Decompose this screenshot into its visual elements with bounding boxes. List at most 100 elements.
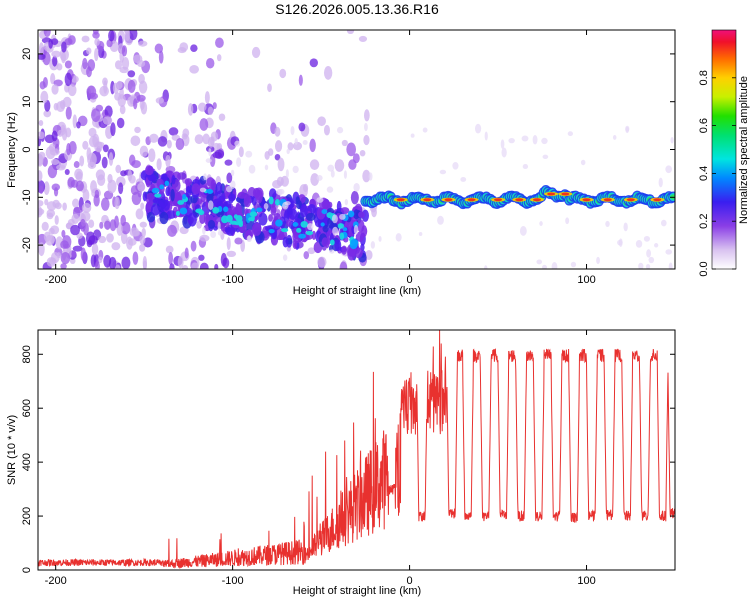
spectral-blob (60, 240, 69, 249)
spectral-blob (207, 189, 214, 194)
spectral-blob (287, 142, 294, 151)
spectral-blob (362, 169, 371, 183)
spectral-blob (340, 207, 350, 215)
spectral-blob (323, 124, 330, 136)
spectral-blob (245, 150, 253, 158)
spectral-blob (460, 177, 467, 182)
spectral-blob (60, 251, 71, 265)
spectral-blob (64, 72, 72, 87)
spectrogram-y-tick-label: 20 (21, 48, 33, 60)
spectral-blob (51, 50, 61, 58)
snr-x-ticks: -200 -100 0 100 (45, 330, 596, 587)
spectrogram-x-axis-label: Height of straight line (km) (293, 285, 421, 297)
spectral-blob (626, 198, 635, 202)
spectral-blob (292, 230, 302, 244)
spectral-blob (284, 201, 291, 206)
spectral-blob (452, 161, 459, 170)
spectral-blob (206, 177, 215, 187)
spectral-blob (199, 187, 207, 193)
spectral-blob (295, 196, 301, 205)
spectral-blob (73, 206, 84, 214)
spectral-blob (321, 209, 328, 215)
spectral-blob (94, 189, 100, 199)
spectral-blob (268, 214, 274, 222)
spectral-blob (67, 176, 75, 188)
spectral-blob (182, 194, 187, 200)
spectral-blob (170, 188, 175, 202)
spectral-blob (307, 247, 316, 255)
spectral-blob (51, 38, 59, 46)
spectral-blob (38, 131, 45, 140)
spectral-blob (230, 169, 235, 177)
spectral-blob (289, 200, 295, 209)
spectral-blob (294, 138, 298, 145)
spectral-blob (285, 169, 289, 179)
spectral-blob (128, 175, 136, 184)
spectrogram-y-ticks: 20 10 0 -10 -20 (21, 48, 675, 253)
spectral-blob (276, 176, 284, 187)
spectral-blob (179, 207, 188, 215)
spectral-blob (44, 99, 51, 112)
spectral-blob (207, 106, 214, 116)
spectral-blob (635, 239, 643, 248)
spectral-blob (365, 249, 373, 261)
spectral-blob (226, 250, 237, 258)
spectral-blob (484, 265, 488, 269)
spectral-blob (248, 164, 256, 174)
spectral-blob (38, 242, 45, 257)
spectral-blob (202, 226, 206, 235)
spectral-blob (181, 133, 188, 140)
colorbar-gradient (712, 30, 736, 269)
spectral-blob (90, 108, 101, 122)
spectral-blob (205, 158, 212, 163)
spectral-blob (114, 264, 121, 269)
spectral-blob (248, 217, 254, 222)
spectral-blob (62, 96, 72, 108)
spectral-blob (129, 227, 140, 237)
spectral-blob (86, 47, 92, 55)
spectral-blob (226, 172, 233, 184)
spectral-blob (86, 66, 92, 78)
spectral-blob (60, 124, 66, 133)
spectral-blob (336, 126, 344, 134)
spectral-blob (334, 239, 342, 252)
spectral-blob (50, 225, 60, 235)
spectral-blob (60, 263, 67, 269)
spectral-blob (49, 148, 60, 156)
spectral-blob (94, 260, 100, 269)
spectral-blob (268, 229, 275, 234)
spectral-blob (234, 140, 241, 147)
spectral-blob (158, 50, 164, 64)
spectral-blob (570, 261, 577, 268)
spectral-blob (60, 51, 66, 64)
spectral-blob (247, 235, 252, 242)
spectral-blob (309, 138, 316, 153)
spectral-blob (38, 200, 44, 207)
spectral-blob (494, 198, 503, 202)
spectral-blob (199, 262, 209, 269)
spectral-blob (646, 249, 652, 258)
colorbar-tick-label: 0.6 (698, 118, 710, 133)
colorbar-tick-label: 0.0 (698, 261, 710, 276)
spectral-blob (38, 120, 44, 127)
spectral-blob (310, 173, 320, 186)
spectral-blob (38, 208, 45, 216)
spectral-blob (323, 65, 333, 80)
spectral-blob (353, 182, 360, 192)
spectral-blob (300, 221, 309, 228)
snr-y-tick-label: 400 (21, 453, 33, 471)
spectral-blob (156, 158, 162, 171)
spectral-blob (81, 35, 90, 43)
snr-y-tick-label: 200 (21, 507, 33, 525)
spectral-blob (439, 169, 447, 175)
spectral-blob (177, 255, 184, 269)
spectral-blob (321, 237, 329, 247)
spectral-blob (124, 30, 131, 42)
spectral-blob (309, 58, 318, 68)
spectral-blob (322, 224, 329, 233)
spectral-blob (166, 139, 172, 149)
spectral-blob (296, 227, 302, 233)
spectral-blob (207, 219, 216, 229)
spectral-blob (118, 182, 124, 195)
